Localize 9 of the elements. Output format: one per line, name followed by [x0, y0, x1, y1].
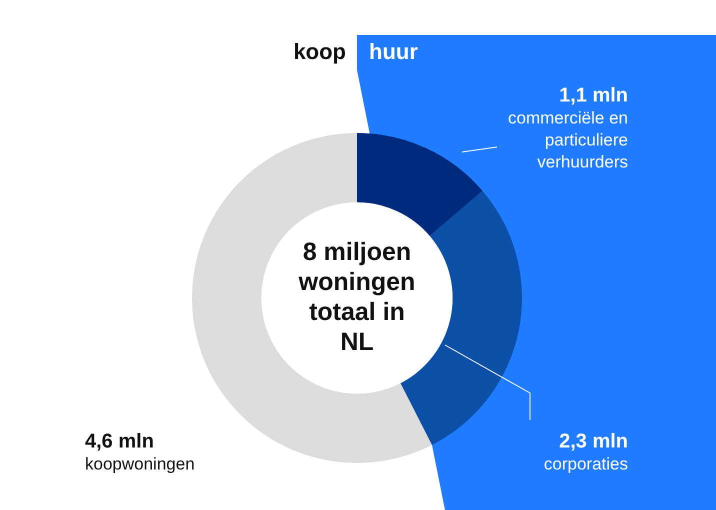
data-label: 4,6 mln	[85, 430, 154, 453]
text: koop	[293, 39, 346, 64]
slice-label: corporaties	[544, 454, 628, 474]
data-label: 2,3 mln	[559, 430, 628, 453]
slice-label: commerciële en particuliere verhuurders	[508, 108, 628, 172]
text: huur	[369, 39, 418, 64]
data-label: 1,1 mln	[559, 84, 628, 107]
text: 8 miljoen woningen totaal in NL	[298, 238, 416, 356]
slice-label: koopwoningen	[85, 454, 195, 474]
